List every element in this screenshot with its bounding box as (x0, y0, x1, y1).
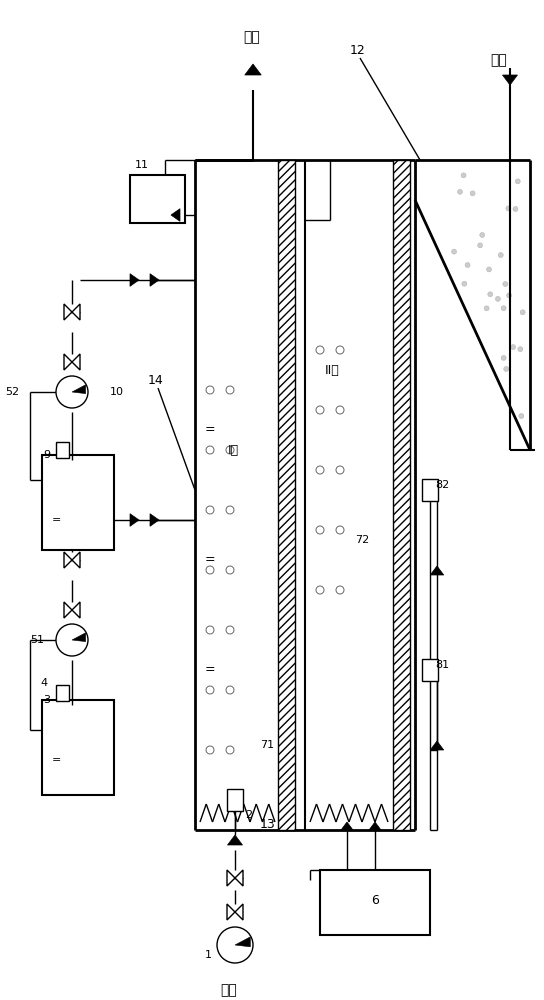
Text: 9: 9 (43, 450, 50, 460)
Circle shape (513, 206, 518, 211)
Polygon shape (64, 304, 72, 320)
Circle shape (520, 310, 525, 315)
Bar (227, 789, 243, 811)
Polygon shape (430, 566, 444, 575)
Circle shape (496, 296, 500, 301)
Polygon shape (369, 822, 381, 830)
Circle shape (480, 232, 485, 237)
Polygon shape (72, 552, 80, 568)
Circle shape (488, 292, 493, 297)
Circle shape (56, 376, 88, 408)
Text: 10: 10 (110, 387, 124, 397)
Text: I段: I段 (228, 444, 239, 456)
Circle shape (217, 927, 253, 963)
Text: 3: 3 (43, 695, 50, 705)
Text: =: = (205, 424, 215, 436)
Circle shape (518, 347, 523, 352)
Circle shape (501, 306, 506, 311)
Circle shape (478, 243, 483, 248)
Circle shape (506, 206, 511, 211)
Text: 14: 14 (148, 373, 164, 386)
Text: 2: 2 (245, 810, 252, 820)
Text: 51: 51 (30, 635, 44, 645)
Circle shape (56, 624, 88, 656)
Polygon shape (227, 904, 235, 920)
Bar (422, 659, 438, 681)
Polygon shape (72, 633, 85, 642)
Circle shape (506, 293, 511, 298)
Bar (55, 442, 69, 458)
Bar (278, 160, 295, 830)
Circle shape (484, 306, 489, 311)
Polygon shape (341, 822, 353, 830)
Text: 进水: 进水 (220, 983, 237, 997)
Polygon shape (503, 75, 517, 85)
Text: 12: 12 (350, 43, 366, 56)
Polygon shape (150, 274, 159, 286)
Polygon shape (64, 354, 72, 370)
Circle shape (511, 345, 516, 350)
Polygon shape (235, 870, 243, 886)
Polygon shape (72, 304, 80, 320)
Text: 排泥: 排泥 (490, 53, 507, 67)
Bar (42, 455, 114, 550)
Text: 13: 13 (260, 818, 276, 832)
Bar (393, 160, 410, 830)
Polygon shape (235, 904, 243, 920)
Polygon shape (72, 385, 85, 394)
Circle shape (470, 191, 475, 196)
Polygon shape (64, 552, 72, 568)
Polygon shape (150, 514, 159, 526)
Polygon shape (72, 602, 80, 618)
Polygon shape (130, 274, 139, 286)
Bar (55, 685, 69, 701)
Polygon shape (227, 835, 243, 845)
Circle shape (515, 179, 520, 184)
Circle shape (452, 249, 456, 254)
Text: 4: 4 (41, 678, 48, 688)
Text: 1: 1 (205, 950, 212, 960)
Polygon shape (235, 937, 250, 947)
Circle shape (498, 253, 503, 258)
Circle shape (465, 263, 470, 268)
Polygon shape (64, 602, 72, 618)
Text: II段: II段 (325, 363, 340, 376)
Circle shape (462, 281, 467, 286)
Circle shape (461, 173, 466, 178)
Bar (42, 700, 114, 795)
Bar (130, 175, 185, 223)
Polygon shape (430, 741, 444, 750)
Bar (320, 870, 430, 935)
Bar (422, 479, 438, 501)
Text: 81: 81 (435, 660, 449, 670)
Circle shape (504, 366, 509, 371)
Circle shape (458, 189, 462, 194)
Text: 71: 71 (260, 740, 274, 750)
Circle shape (501, 355, 506, 360)
Text: =: = (205, 664, 215, 676)
Polygon shape (130, 514, 139, 526)
Polygon shape (171, 209, 180, 221)
Text: 11: 11 (135, 160, 149, 170)
Text: =: = (52, 755, 61, 765)
Circle shape (486, 267, 492, 272)
Text: 72: 72 (355, 535, 369, 545)
Circle shape (519, 413, 524, 418)
Text: 82: 82 (435, 480, 449, 490)
Polygon shape (227, 870, 235, 886)
Text: 52: 52 (5, 387, 19, 397)
Polygon shape (245, 64, 261, 75)
Polygon shape (72, 354, 80, 370)
Text: =: = (52, 515, 61, 525)
Circle shape (503, 282, 508, 287)
Text: 出水: 出水 (243, 30, 259, 44)
Text: 6: 6 (371, 894, 379, 906)
Text: =: = (205, 554, 215, 566)
